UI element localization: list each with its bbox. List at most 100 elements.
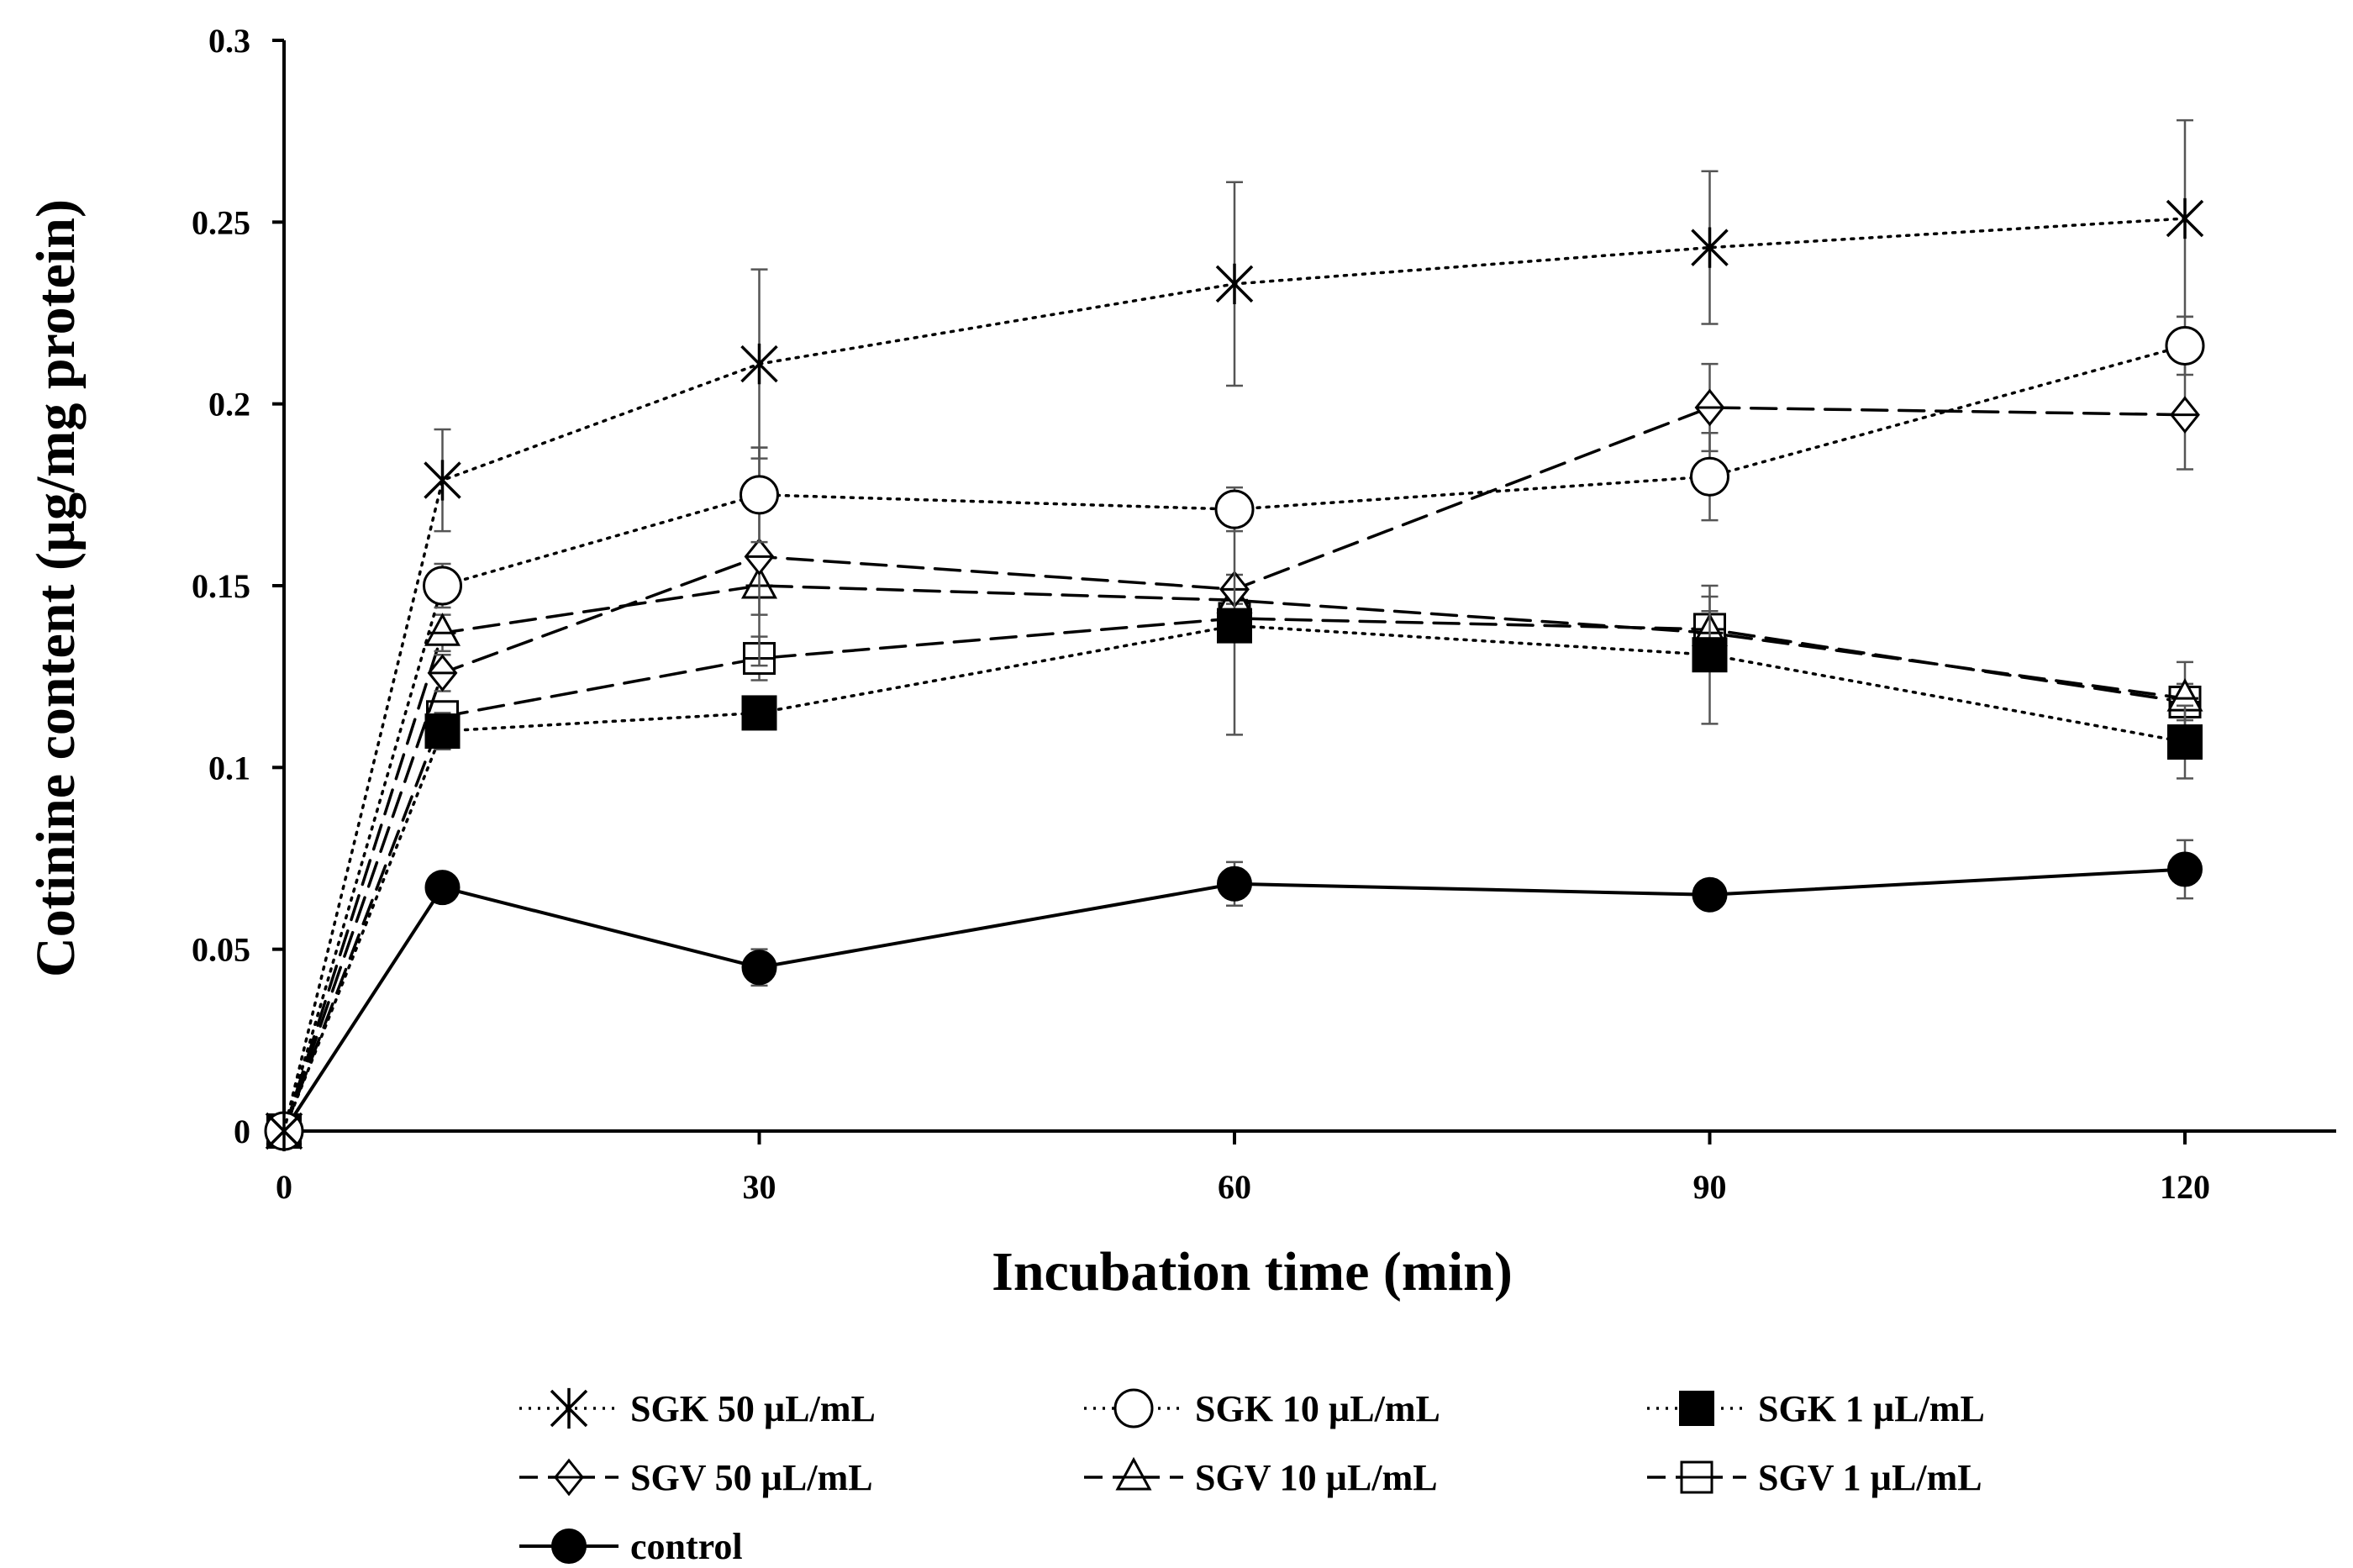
series-line xyxy=(282,617,2187,1133)
data-point xyxy=(423,566,462,606)
data-point xyxy=(741,695,777,731)
filled-square-marker-shape xyxy=(1679,1391,1714,1426)
legend-marker xyxy=(550,1387,588,1429)
filled-square-marker-shape xyxy=(1692,637,1728,673)
asterisk-marker-shape xyxy=(740,343,778,385)
filled-square-marker-shape xyxy=(424,713,461,750)
data-point xyxy=(1694,388,1725,427)
triangle-marker-shape xyxy=(424,613,461,646)
x-axis-title: Incubation time (min) xyxy=(992,1241,1513,1302)
y-tick-label: 0.25 xyxy=(192,203,250,241)
data-point xyxy=(1214,489,1255,529)
circle-marker-shape xyxy=(2165,325,2205,366)
data-point xyxy=(424,613,461,646)
data-point xyxy=(1692,876,1728,913)
circle-marker-shape xyxy=(423,566,462,606)
legend-item: SGV 50 µL/mL xyxy=(519,1457,873,1498)
asterisk-marker-shape xyxy=(550,1387,588,1429)
legend-item: SGK 50 µL/mL xyxy=(519,1387,876,1429)
series-layer xyxy=(264,118,2205,1152)
data-point xyxy=(1690,456,1729,497)
legend-label: SGV 1 µL/mL xyxy=(1758,1457,1982,1498)
asterisk-marker-shape xyxy=(1215,263,1254,305)
legend-marker xyxy=(1679,1391,1714,1426)
legend-label: control xyxy=(630,1526,743,1567)
legend-label: SGV 10 µL/mL xyxy=(1195,1457,1438,1498)
legend-label: SGK 10 µL/mL xyxy=(1195,1388,1440,1429)
data-point xyxy=(2167,851,2203,887)
data-point xyxy=(1215,263,1254,305)
legend-marker xyxy=(551,1529,587,1564)
legend-item: SGK 1 µL/mL xyxy=(1647,1388,1985,1429)
data-point xyxy=(2166,197,2204,239)
tick-labels: 0 0.05 0.1 0.15 0.2 0.25 0.3 0 30 60 90 120 xyxy=(192,22,2210,1206)
data-point xyxy=(424,460,461,501)
data-point xyxy=(2170,396,2200,434)
circle-marker-shape xyxy=(740,475,779,515)
data-point xyxy=(741,950,777,986)
series-line xyxy=(282,344,2187,1133)
series-line xyxy=(282,867,2187,1133)
y-tick-label: 0.1 xyxy=(208,749,250,787)
legend-item: SGV 10 µL/mL xyxy=(1084,1456,1438,1498)
data-point xyxy=(1691,227,1729,268)
series-sgk-50-l-ml xyxy=(265,118,2204,1152)
filled-circle-marker-shape xyxy=(741,950,777,986)
asterisk-marker-shape xyxy=(1691,227,1729,268)
circle-marker-shape xyxy=(1113,1388,1154,1429)
series-sgk-1-l-ml xyxy=(266,515,2203,1149)
asterisk-marker-shape xyxy=(265,1110,303,1152)
filled-square-marker-shape xyxy=(741,695,777,731)
circle-marker-shape xyxy=(1214,489,1255,529)
data-point xyxy=(1217,866,1252,902)
data-point xyxy=(1217,608,1252,644)
series-control xyxy=(266,839,2203,1149)
data-point xyxy=(2165,325,2205,366)
circle-marker-shape xyxy=(1690,456,1729,497)
triangle-marker-shape xyxy=(1115,1456,1152,1491)
asterisk-marker-shape xyxy=(2166,197,2204,239)
data-point xyxy=(424,870,461,906)
legend-item: SGV 1 µL/mL xyxy=(1647,1457,1982,1498)
filled-square-marker-shape xyxy=(1217,608,1252,644)
filled-square-marker-shape xyxy=(2167,724,2203,760)
y-tick-label: 0.3 xyxy=(208,22,250,60)
series-line xyxy=(282,406,2187,1133)
filled-circle-marker-shape xyxy=(2167,851,2203,887)
data-point xyxy=(740,475,779,515)
data-point xyxy=(744,537,775,576)
legend-item: SGK 10 µL/mL xyxy=(1084,1388,1440,1429)
x-tick-label: 90 xyxy=(1693,1168,1727,1206)
legend-item: control xyxy=(519,1526,743,1567)
y-tick-label: 0 xyxy=(234,1113,250,1150)
asterisk-marker-shape xyxy=(424,460,461,501)
x-tick-label: 120 xyxy=(2160,1168,2210,1206)
series-line xyxy=(282,584,2187,1133)
series-line xyxy=(282,624,2187,1133)
y-tick-label: 0.15 xyxy=(192,567,250,605)
x-tick-label: 60 xyxy=(1218,1168,1251,1206)
y-tick-label: 0.05 xyxy=(192,931,250,969)
legend: SGK 50 µL/mL SGK 10 µL/mL SGK 1 µL/mL SGV 5… xyxy=(519,1387,1985,1567)
legend-marker xyxy=(1115,1456,1152,1491)
legend-label: SGV 50 µL/mL xyxy=(630,1457,873,1498)
axes xyxy=(272,39,2336,1144)
legend-marker xyxy=(554,1458,584,1497)
filled-circle-marker-shape xyxy=(424,870,461,906)
x-tick-label: 0 xyxy=(276,1168,292,1206)
data-point xyxy=(427,654,458,692)
data-point xyxy=(424,713,461,750)
legend-label: SGK 1 µL/mL xyxy=(1758,1388,1985,1429)
legend-marker xyxy=(1113,1388,1154,1429)
series-sgv-50-l-ml xyxy=(269,359,2200,1150)
filled-circle-marker-shape xyxy=(1692,876,1728,913)
legend-marker xyxy=(1680,1460,1713,1494)
data-point xyxy=(2167,724,2203,760)
data-point xyxy=(1692,637,1728,673)
y-tick-label: 0.2 xyxy=(208,386,250,424)
series-line xyxy=(282,217,2187,1133)
data-point xyxy=(265,1110,303,1152)
legend-label: SGK 50 µL/mL xyxy=(630,1388,876,1429)
data-point xyxy=(740,343,778,385)
